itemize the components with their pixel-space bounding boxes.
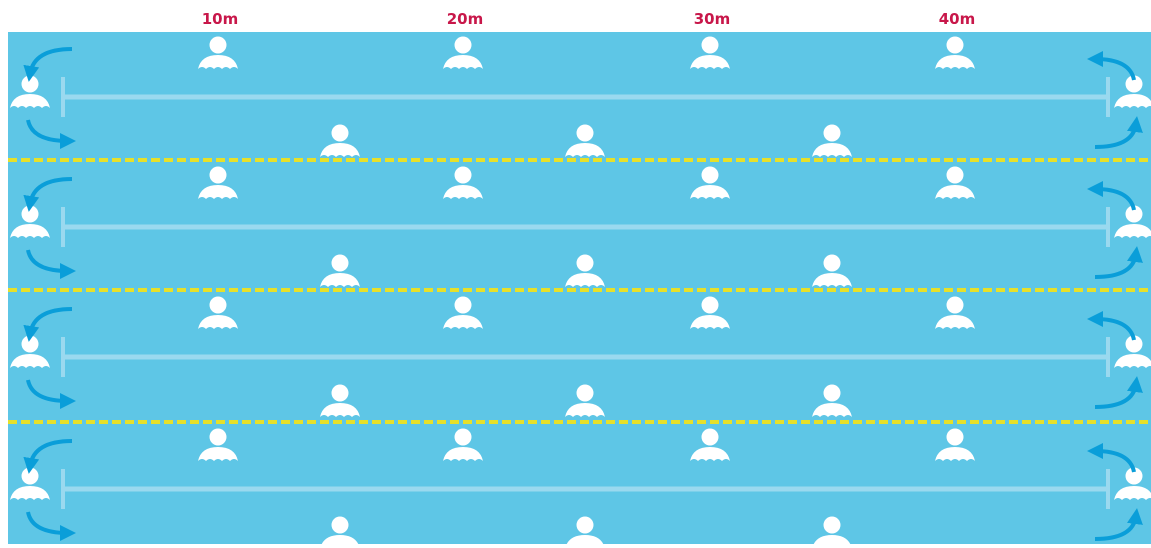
swimmer-head <box>947 429 964 446</box>
swimmer-head <box>22 336 39 353</box>
swimmer-head <box>577 385 594 402</box>
swimmer-head <box>702 37 719 54</box>
swimmer-head <box>332 517 349 534</box>
swimmer-head <box>455 37 472 54</box>
swimmer-head <box>455 167 472 184</box>
swimmer-head <box>210 167 227 184</box>
swimmer-head <box>210 297 227 314</box>
swimmer-head <box>455 429 472 446</box>
pool-diagram: 10m 20m 30m 40m <box>0 0 1151 544</box>
swimmer-head <box>332 255 349 272</box>
swimmer-head <box>947 297 964 314</box>
swimmer-head <box>210 37 227 54</box>
swimmer-head <box>22 76 39 93</box>
swimmer-head <box>332 385 349 402</box>
swimmer-head <box>210 429 227 446</box>
distance-label: 10m <box>202 10 239 28</box>
swimmer-head <box>577 125 594 142</box>
swimmer-head <box>22 468 39 485</box>
distance-label: 40m <box>939 10 976 28</box>
swimmer-head <box>702 297 719 314</box>
swimmer-head <box>824 517 841 534</box>
distance-label: 20m <box>447 10 484 28</box>
swimmer-head <box>577 517 594 534</box>
swimmer-head <box>947 37 964 54</box>
swimmer-head <box>824 255 841 272</box>
swimmer-head <box>702 167 719 184</box>
swimmer-head <box>702 429 719 446</box>
swimmer-head <box>22 206 39 223</box>
swimmer-head <box>824 385 841 402</box>
swimmer-head <box>947 167 964 184</box>
distance-label: 30m <box>694 10 731 28</box>
page: 10m 20m 30m 40m (() => { const data = JS… <box>0 0 1151 544</box>
swimmer-head <box>332 125 349 142</box>
swimmer-head <box>455 297 472 314</box>
swimmer-head <box>824 125 841 142</box>
swimmer-head <box>577 255 594 272</box>
